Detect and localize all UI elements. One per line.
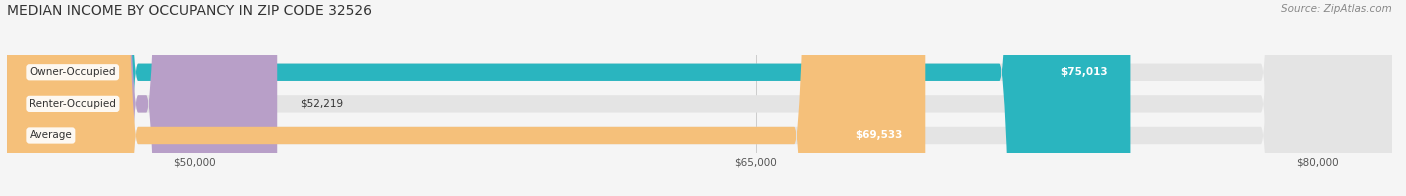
FancyBboxPatch shape — [7, 0, 925, 196]
Text: MEDIAN INCOME BY OCCUPANCY IN ZIP CODE 32526: MEDIAN INCOME BY OCCUPANCY IN ZIP CODE 3… — [7, 4, 373, 18]
Text: Owner-Occupied: Owner-Occupied — [30, 67, 115, 77]
Text: $69,533: $69,533 — [855, 131, 903, 141]
FancyBboxPatch shape — [7, 0, 277, 196]
Text: $52,219: $52,219 — [299, 99, 343, 109]
Text: Source: ZipAtlas.com: Source: ZipAtlas.com — [1281, 4, 1392, 14]
FancyBboxPatch shape — [7, 0, 1392, 196]
FancyBboxPatch shape — [7, 0, 1392, 196]
FancyBboxPatch shape — [7, 0, 1392, 196]
FancyBboxPatch shape — [7, 0, 1130, 196]
Text: Average: Average — [30, 131, 72, 141]
Text: Renter-Occupied: Renter-Occupied — [30, 99, 117, 109]
Text: $75,013: $75,013 — [1060, 67, 1108, 77]
